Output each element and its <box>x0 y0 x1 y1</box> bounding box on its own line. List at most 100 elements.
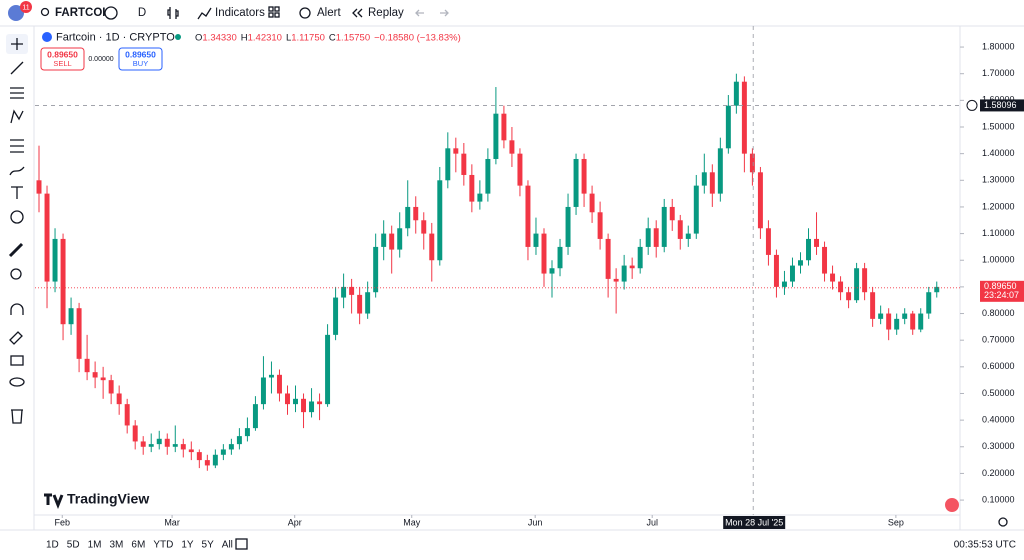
undo[interactable] <box>415 9 424 17</box>
measure-tool[interactable] <box>8 242 24 258</box>
candle-body <box>822 246 828 274</box>
buy-button[interactable] <box>118 47 163 71</box>
x-tick-label: Jul <box>646 517 658 527</box>
candle-body <box>405 206 411 229</box>
crosshair-date-box <box>723 516 786 529</box>
range-button[interactable]: 5Y <box>202 540 215 551</box>
pattern-tool[interactable] <box>10 109 24 124</box>
candle-body <box>365 292 371 314</box>
candle-body <box>669 206 675 221</box>
crosshair-tool[interactable] <box>11 38 23 50</box>
y-tick-label: 0.20000 <box>982 468 1015 478</box>
range-button[interactable]: 1D <box>46 540 59 551</box>
range-button[interactable]: 3M <box>110 540 124 551</box>
add-symbol[interactable] <box>104 6 118 20</box>
replay-icon <box>352 8 363 18</box>
alert-icon <box>299 7 311 19</box>
indicators-button[interactable]: Indicators <box>215 7 265 19</box>
buy-price: 0.89650 <box>125 49 156 59</box>
candle-body <box>798 260 803 266</box>
candle-body <box>236 436 242 445</box>
candle-body <box>204 460 210 466</box>
candle-body <box>188 449 194 453</box>
magnet-tool[interactable] <box>10 303 24 315</box>
spread: 0.00000 <box>88 56 113 63</box>
h-label: H <box>241 32 248 43</box>
candle-body <box>597 212 603 239</box>
date-range-icon[interactable] <box>235 538 248 550</box>
alert-button[interactable]: Alert <box>317 7 341 19</box>
y-tick-label: 1.30000 <box>982 175 1015 185</box>
lock-tool[interactable] <box>10 355 24 366</box>
avatar[interactable] <box>8 5 24 21</box>
zoom-tool[interactable] <box>10 268 22 280</box>
candle-body <box>557 246 563 269</box>
candle-body <box>461 153 467 175</box>
candle-body <box>709 172 715 194</box>
indicators-icon <box>197 7 212 20</box>
range-button[interactable]: YTD <box>153 540 173 551</box>
symbol[interactable]: FARTCOI <box>55 7 105 19</box>
range-button[interactable]: 1Y <box>181 540 194 551</box>
brush-tool[interactable] <box>9 166 25 176</box>
delete-tool[interactable] <box>11 409 23 424</box>
candle-body <box>84 358 90 373</box>
crosshair-price-box <box>980 99 1024 112</box>
replay-button[interactable]: Replay <box>368 7 404 19</box>
candle-body <box>645 228 651 247</box>
h-value: 1.42310 <box>248 32 282 43</box>
candle-body <box>621 265 627 282</box>
candle-body <box>629 265 635 269</box>
candle-body <box>309 401 315 413</box>
candle-body <box>36 180 42 194</box>
layout-icon <box>274 6 280 12</box>
x-tick-label: Sep <box>888 517 904 527</box>
y-tick-label: 0.30000 <box>982 441 1015 451</box>
range-button[interactable]: 5D <box>67 540 80 551</box>
range-button[interactable]: 6M <box>131 540 145 551</box>
candle-body <box>477 193 483 202</box>
candle-body <box>878 313 884 319</box>
candle-body <box>685 233 691 239</box>
o-label: O <box>195 32 202 43</box>
text-tool[interactable] <box>11 186 23 199</box>
range-button[interactable]: 1M <box>88 540 102 551</box>
candle-body <box>894 318 900 330</box>
y-tick-label: 0.80000 <box>982 308 1015 318</box>
candle-body <box>333 297 339 335</box>
candle-body <box>60 238 66 325</box>
range-buttons: 1D 5D 1M 3M 6M YTD 1Y 5Y All <box>46 540 233 551</box>
candle-body <box>773 254 779 287</box>
candle-body <box>814 238 820 247</box>
candle-body <box>196 452 202 461</box>
range-button[interactable]: All <box>222 540 233 551</box>
watermark: TradingView <box>67 491 149 507</box>
candle-body <box>854 268 860 301</box>
candle-body <box>268 374 274 378</box>
candle-body <box>749 153 755 173</box>
hide-tool[interactable] <box>9 377 25 387</box>
candle-body <box>453 148 459 154</box>
icon-tool[interactable] <box>10 210 24 224</box>
stay-drawing-tool[interactable] <box>9 331 23 345</box>
candle-body <box>44 193 50 282</box>
layout-icon[interactable] <box>268 6 274 12</box>
redo[interactable] <box>440 9 449 17</box>
layout-icon <box>274 12 280 18</box>
sell-button[interactable] <box>40 47 85 71</box>
watermark-logo <box>44 493 64 510</box>
settings-icon[interactable] <box>998 517 1008 527</box>
candle-body <box>148 444 154 447</box>
forecast-tool[interactable] <box>10 139 24 153</box>
candle-body <box>76 308 82 359</box>
candle-body <box>902 313 908 319</box>
trend-line-tool[interactable] <box>10 61 24 75</box>
chart-type-icon[interactable] <box>167 7 179 19</box>
candle-body <box>276 374 282 394</box>
candle-body <box>653 228 659 247</box>
candle-body <box>52 238 58 282</box>
fib-tool[interactable] <box>10 87 24 99</box>
interval[interactable]: D <box>138 7 146 19</box>
candle-body <box>124 404 130 426</box>
y-tick-label: 1.80000 <box>982 41 1015 51</box>
